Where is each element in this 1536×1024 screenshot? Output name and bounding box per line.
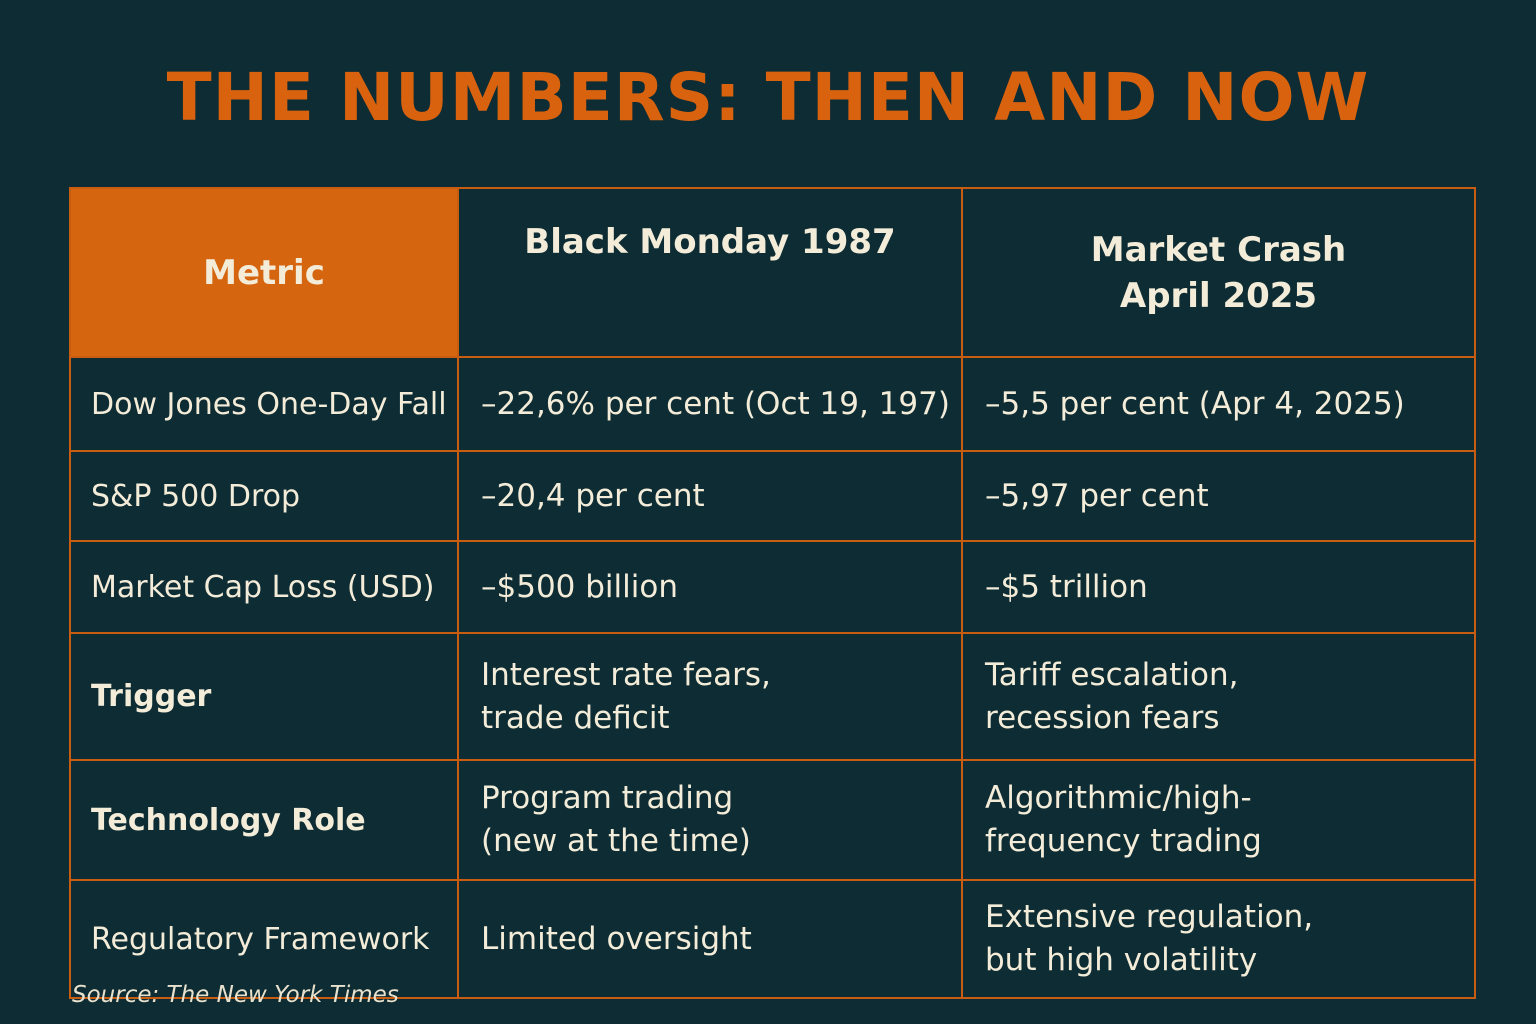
then-value-cell: –$500 billion [457, 540, 963, 634]
table-header-row: Metric Black Monday 1987 Market Crash Ap… [69, 187, 1476, 358]
now-value-cell: Extensive regulation, but high volatilit… [961, 879, 1476, 999]
now-value-line-1: Extensive regulation, [985, 899, 1314, 935]
table-row: Technology Role Program trading (new at … [69, 759, 1476, 881]
header-market-crash-2025: Market Crash April 2025 [961, 187, 1476, 358]
then-value: –20,4 per cent [481, 477, 705, 514]
page-title: THE NUMBERS: THEN AND NOW [166, 59, 1370, 136]
table-row: Regulatory Framework Limited oversight E… [69, 879, 1476, 999]
then-value-line-1: Interest rate fears, [481, 656, 771, 693]
header-metric: Metric [69, 187, 459, 358]
now-value-cell: Tariff escalation, recession fears [961, 632, 1476, 761]
header-black-monday-1987: Black Monday 1987 [457, 187, 963, 358]
now-value-cell: –5,97 per cent [961, 450, 1476, 542]
now-value: –$5 trillion [985, 568, 1148, 605]
metric-cell: Trigger [69, 632, 459, 761]
metric-cell: Technology Role [69, 759, 459, 881]
now-value-cell: Algorithmic/high- frequency trading [961, 759, 1476, 881]
now-value-line-2: recession fears [985, 699, 1220, 736]
then-value: –$500 billion [481, 568, 678, 605]
source-note: Source: The New York Times [72, 982, 399, 1008]
table-row: Market Cap Loss (USD) –$500 billion –$5 … [69, 540, 1476, 634]
table-row: S&P 500 Drop –20,4 per cent –5,97 per ce… [69, 450, 1476, 542]
table-row: Trigger Interest rate fears, trade defic… [69, 632, 1476, 761]
then-value-cell: Limited oversight [457, 879, 963, 999]
metric-cell: S&P 500 Drop [69, 450, 459, 542]
header-now-label-line-2: April 2025 [1119, 275, 1318, 316]
header-metric-label: Metric [203, 252, 325, 293]
then-value-line-2: (new at the time) [481, 823, 751, 859]
then-value-line-1: Program trading [481, 780, 734, 816]
header-then-label: Black Monday 1987 [524, 222, 896, 262]
header-now-label-line-1: Market Crash [1090, 229, 1347, 270]
now-value-cell: –$5 trillion [961, 540, 1476, 634]
then-value-cell: –22,6% per cent (Oct 19, 197) [457, 356, 963, 452]
comparison-table: Metric Black Monday 1987 Market Crash Ap… [69, 187, 1476, 999]
now-value-line-2: but high volatility [985, 942, 1258, 978]
then-value-cell: –20,4 per cent [457, 450, 963, 542]
now-value-line-1: Tariff escalation, [985, 656, 1239, 693]
then-value: Limited oversight [481, 920, 752, 957]
metric-cell: Market Cap Loss (USD) [69, 540, 459, 634]
then-value: –22,6% per cent (Oct 19, 197) [481, 385, 950, 422]
table-row: Dow Jones One-Day Fall –22,6% per cent (… [69, 356, 1476, 452]
then-value-line-2: trade deficit [481, 699, 670, 736]
now-value-line-2: frequency trading [985, 823, 1262, 859]
metric-cell: Regulatory Framework [69, 879, 459, 999]
now-value-line-1: Algorithmic/high- [985, 780, 1252, 816]
then-value-cell: Interest rate fears, trade deficit [457, 632, 963, 761]
now-value: –5,5 per cent (Apr 4, 2025) [985, 385, 1405, 422]
now-value-cell: –5,5 per cent (Apr 4, 2025) [961, 356, 1476, 452]
then-value-cell: Program trading (new at the time) [457, 759, 963, 881]
now-value: –5,97 per cent [985, 477, 1209, 514]
metric-cell: Dow Jones One-Day Fall [69, 356, 459, 452]
